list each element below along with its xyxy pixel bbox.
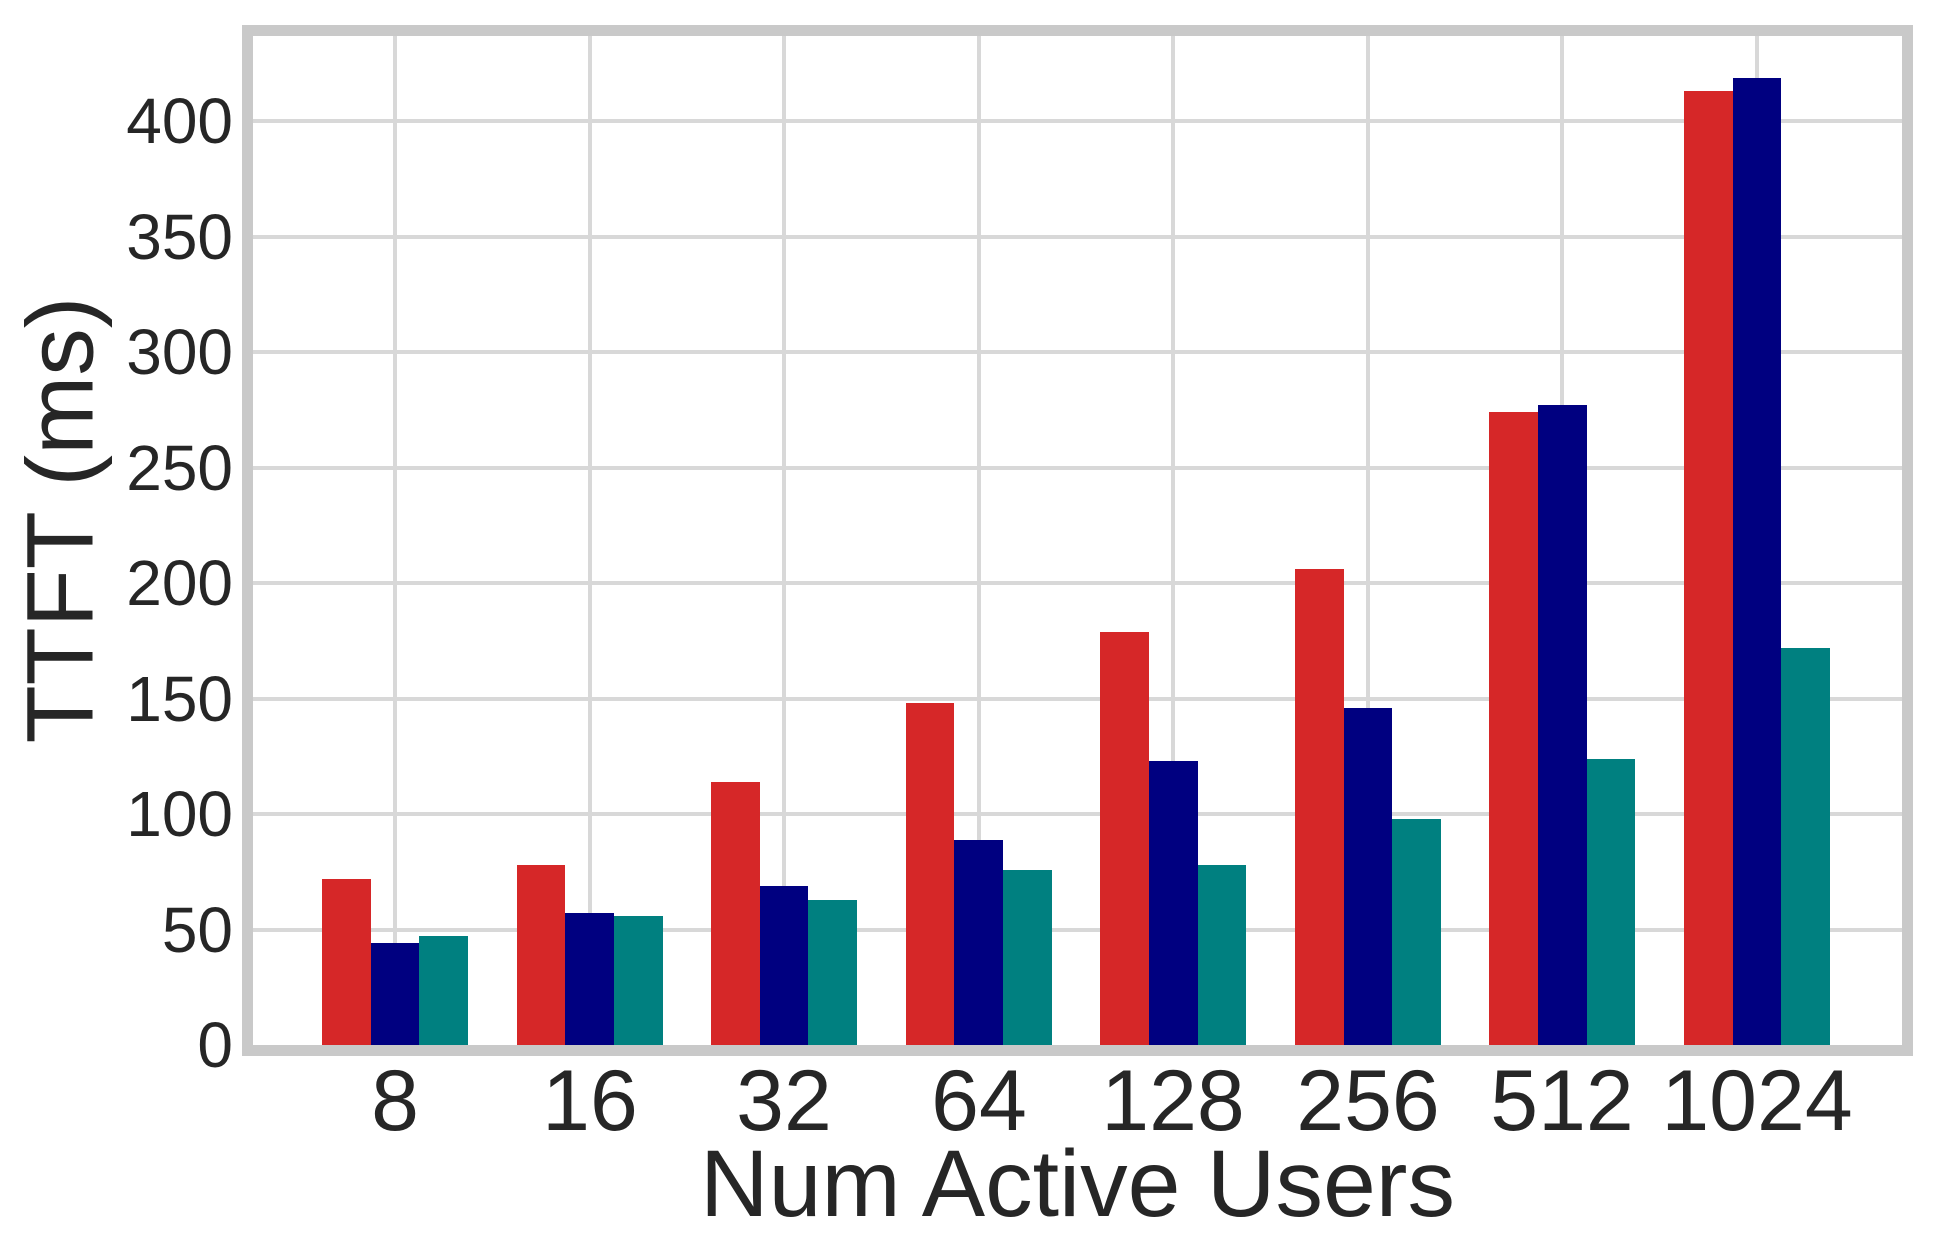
v-gridline	[977, 36, 981, 1045]
x-tick-label: 32	[736, 1053, 832, 1149]
bar-teal-16	[613, 915, 663, 1045]
x-tick-label: 512	[1490, 1053, 1634, 1149]
bar-red-8	[322, 878, 371, 1045]
bar-teal-8	[419, 936, 468, 1045]
bar-red-64	[905, 703, 955, 1045]
h-gridline	[253, 350, 1902, 354]
y-tick-label: 100	[126, 778, 233, 850]
y-tick-label: 200	[126, 547, 233, 619]
h-gridline	[253, 697, 1902, 701]
y-tick-label: 150	[126, 663, 233, 735]
h-gridline	[253, 235, 1902, 239]
bar-navy-256	[1343, 707, 1393, 1045]
x-tick-label: 8	[371, 1053, 419, 1149]
v-gridline	[393, 36, 397, 1045]
bar-red-1024	[1684, 91, 1733, 1045]
h-gridline	[253, 581, 1902, 585]
bar-teal-512	[1586, 758, 1636, 1045]
bar-navy-1024	[1732, 77, 1782, 1045]
y-tick-label: 0	[197, 1009, 233, 1081]
bar-navy-16	[565, 913, 614, 1045]
bar-navy-128	[1148, 761, 1198, 1045]
y-tick-label: 350	[126, 201, 233, 273]
bar-teal-64	[1003, 869, 1052, 1045]
bar-navy-64	[954, 839, 1003, 1045]
y-tick-label: 250	[126, 432, 233, 504]
x-tick-label: 1024	[1661, 1053, 1853, 1149]
v-gridline	[782, 36, 786, 1045]
x-tick-label: 256	[1296, 1053, 1440, 1149]
h-gridline	[253, 119, 1902, 123]
v-gridline	[1171, 36, 1175, 1045]
x-tick-label: 128	[1101, 1053, 1245, 1149]
v-gridline	[1366, 36, 1370, 1045]
h-gridline	[253, 466, 1902, 470]
y-tick-label: 300	[126, 316, 233, 388]
bar-teal-128	[1197, 864, 1247, 1045]
bar-teal-32	[808, 899, 858, 1045]
bar-navy-32	[759, 885, 809, 1045]
y-tick-label: 50	[161, 894, 233, 966]
h-gridline	[253, 928, 1902, 932]
bar-teal-256	[1392, 818, 1441, 1045]
bar-red-16	[516, 864, 566, 1045]
bar-navy-8	[370, 943, 420, 1045]
h-gridline	[253, 812, 1902, 816]
bar-red-512	[1489, 412, 1539, 1045]
y-tick-label: 400	[126, 85, 233, 157]
plot-border	[242, 25, 1913, 1056]
v-gridline	[588, 36, 592, 1045]
bar-red-256	[1294, 569, 1344, 1045]
bar-teal-1024	[1781, 647, 1830, 1045]
bar-red-128	[1100, 631, 1149, 1045]
x-tick-label: 16	[542, 1053, 638, 1149]
bar-red-32	[711, 781, 760, 1045]
x-axis-label: Num Active Users	[700, 1131, 1455, 1237]
x-tick-label: 64	[931, 1053, 1027, 1149]
bar-navy-512	[1538, 405, 1587, 1045]
plot-area	[253, 36, 1902, 1045]
